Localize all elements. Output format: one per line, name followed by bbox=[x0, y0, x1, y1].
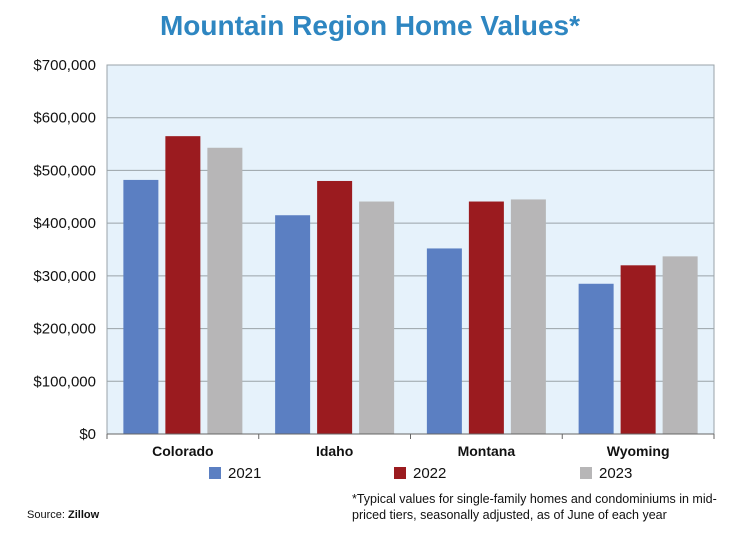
y-tick-label: $200,000 bbox=[33, 321, 96, 338]
x-tick-label: Idaho bbox=[316, 443, 353, 459]
bar-2023 bbox=[207, 147, 243, 435]
chart-title: Mountain Region Home Values* bbox=[159, 10, 581, 41]
y-tick-label: $100,000 bbox=[33, 373, 96, 390]
bar-2021 bbox=[578, 283, 614, 434]
x-axis-ticks: Colorado Idaho Montana Wyoming bbox=[106, 433, 715, 459]
bar-2023 bbox=[510, 199, 546, 434]
bar-2022 bbox=[620, 265, 656, 434]
bar-2021 bbox=[123, 179, 159, 434]
legend-swatch-2021 bbox=[209, 467, 221, 479]
bar-2022 bbox=[317, 180, 353, 434]
bar-2022 bbox=[468, 201, 504, 434]
x-tick-label: Colorado bbox=[152, 443, 213, 459]
legend-label-2022: 2022 bbox=[413, 465, 446, 482]
bar-2023 bbox=[359, 201, 395, 434]
y-tick-label: $400,000 bbox=[33, 215, 96, 232]
y-axis-ticks: $0 $100,000 $200,000 $300,000 $400,000 $500,0… bbox=[33, 57, 96, 443]
y-tick-label: $600,000 bbox=[33, 110, 96, 127]
bars bbox=[123, 136, 698, 435]
bar-2021 bbox=[426, 248, 462, 434]
x-tick-label: Wyoming bbox=[607, 443, 670, 459]
legend-label-2021: 2021 bbox=[228, 465, 261, 482]
legend-swatch-2023 bbox=[580, 467, 592, 479]
legend-label-2023: 2023 bbox=[599, 465, 632, 482]
legend-swatch-2022 bbox=[394, 467, 406, 479]
y-tick-label: $300,000 bbox=[33, 268, 96, 285]
y-tick-label: $700,000 bbox=[33, 57, 96, 74]
y-tick-label: $500,000 bbox=[33, 162, 96, 179]
bar-2021 bbox=[275, 215, 311, 434]
source-label: Source: bbox=[27, 509, 65, 521]
bar-2023 bbox=[662, 256, 698, 434]
footnote: *Typical values for single-family homes … bbox=[352, 492, 717, 522]
y-tick-label: $0 bbox=[79, 426, 96, 443]
bar-2022 bbox=[165, 136, 201, 434]
source-name: Zillow bbox=[67, 509, 100, 521]
x-tick-label: Montana bbox=[458, 443, 516, 459]
source-note: Source: Zillow bbox=[27, 509, 99, 521]
legend: 2021 2022 2023 bbox=[209, 465, 632, 482]
